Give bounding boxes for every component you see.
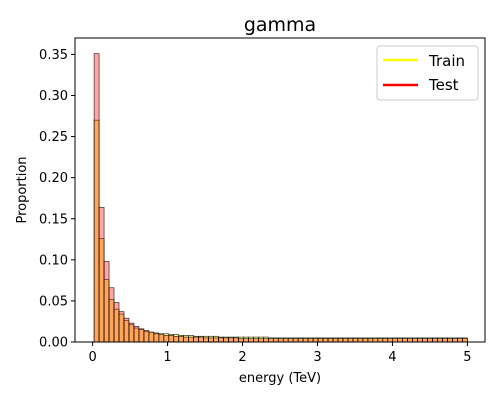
x-tick-label: 2	[238, 350, 246, 365]
legend-label-test: Test	[428, 76, 459, 94]
y-tick-label: 0.30	[39, 89, 68, 104]
histogram-bar-test	[198, 336, 204, 343]
histogram-bar-test	[103, 261, 110, 343]
histogram-bar-test	[233, 337, 239, 343]
histogram-bar-test	[108, 287, 115, 343]
histogram-bar-test	[178, 335, 185, 343]
y-tick-label: 0.20	[39, 171, 68, 186]
histogram-bar-test	[93, 53, 100, 343]
y-tick-label: 0.05	[39, 294, 68, 309]
x-tick-label: 5	[463, 350, 471, 365]
histogram-bar-test	[143, 330, 150, 343]
chart-title: gamma	[244, 14, 316, 36]
histogram-bar-test	[203, 337, 209, 343]
histogram-bar-test	[173, 335, 180, 343]
histogram-bar-test	[98, 206, 105, 343]
histogram-bar-test	[158, 334, 165, 343]
histogram-bar-test	[138, 328, 145, 343]
histogram-bar-test	[218, 337, 224, 343]
x-tick-label: 1	[163, 350, 171, 365]
y-axis-ticks: 0.00 0.05 0.10 0.15 0.20 0.25 0.30 0.35	[39, 48, 75, 351]
histogram-bar-test	[153, 333, 160, 343]
y-tick-label: 0.15	[39, 212, 68, 227]
x-tick-label: 4	[388, 350, 396, 365]
histogram-bar-test	[223, 337, 229, 343]
histogram-bar-test	[163, 335, 170, 343]
histogram-bar-test	[193, 336, 199, 343]
y-tick-label: 0.25	[39, 130, 68, 145]
histogram-bar-test	[133, 326, 140, 343]
y-tick-label: 0.35	[39, 48, 68, 63]
x-tick-label: 3	[313, 350, 321, 365]
y-tick-label: 0.00	[39, 336, 68, 351]
histogram-bar-test	[168, 335, 175, 343]
y-tick-label: 0.10	[39, 253, 68, 268]
histogram-bar-test	[123, 317, 130, 343]
histogram-bar-test	[148, 331, 155, 343]
histogram-bar-test	[113, 302, 120, 343]
histogram-bar-test	[118, 311, 125, 343]
x-tick-label: 0	[88, 350, 96, 365]
y-axis-label: Proportion	[15, 156, 30, 223]
plot-frame	[74, 37, 486, 343]
legend-label-train: Train	[428, 52, 465, 70]
x-axis-ticks: 0 1 2 3 4 5	[88, 342, 472, 365]
histogram-bar-test	[183, 336, 189, 343]
x-axis-label: energy (TeV)	[239, 371, 321, 386]
histogram-bar-test	[128, 322, 135, 343]
histogram-bar-test	[188, 336, 194, 343]
histogram-bar-test	[208, 337, 214, 343]
legend: Train Test	[376, 45, 479, 101]
histogram-bar-test	[213, 337, 219, 343]
histogram-bar-test	[228, 337, 234, 343]
